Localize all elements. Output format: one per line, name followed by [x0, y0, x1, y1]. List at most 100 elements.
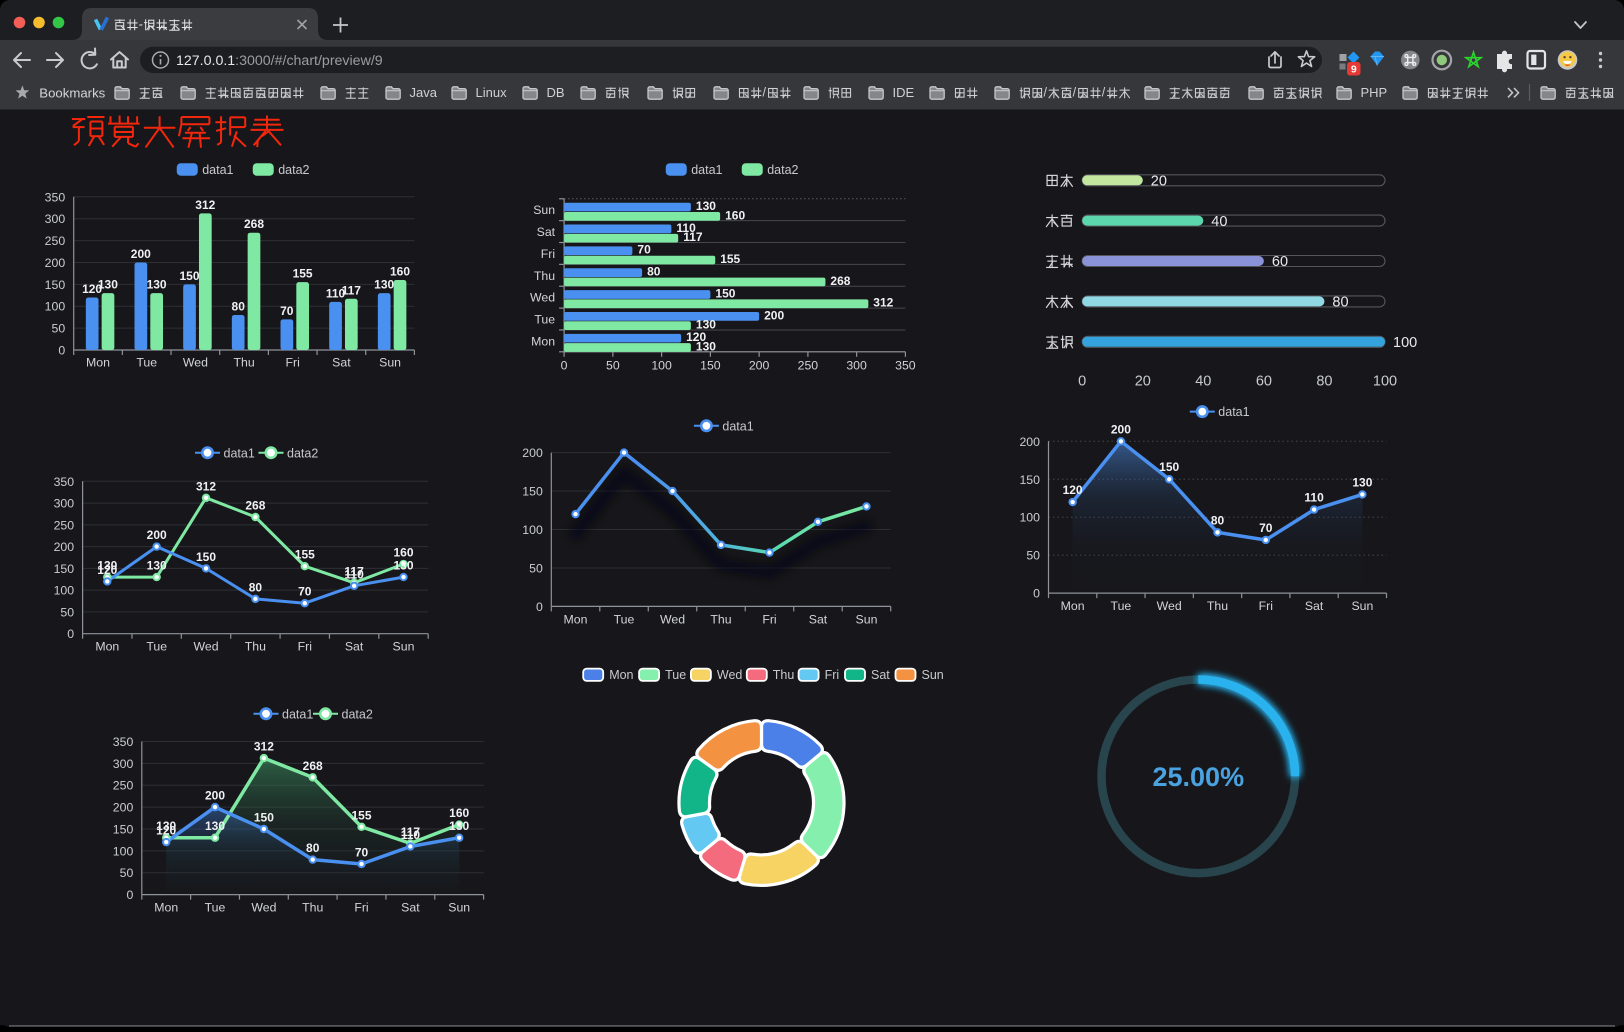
svg-text:data2: data2	[342, 707, 373, 721]
svg-text:70: 70	[298, 585, 312, 599]
svg-text:/: /	[1044, 86, 1048, 100]
svg-text:data1: data1	[691, 163, 722, 177]
svg-text:Tue: Tue	[1111, 599, 1132, 613]
svg-text:150: 150	[522, 485, 543, 499]
svg-text:70: 70	[1259, 521, 1273, 535]
svg-text:/: /	[1073, 86, 1077, 100]
svg-text:20: 20	[1151, 174, 1167, 190]
svg-text:Mon: Mon	[154, 901, 178, 915]
svg-text:Thu: Thu	[710, 612, 731, 626]
svg-text:268: 268	[244, 217, 264, 231]
svg-text:100: 100	[113, 844, 134, 858]
svg-text:155: 155	[295, 548, 315, 562]
svg-text:250: 250	[798, 358, 819, 372]
svg-text:Wed: Wed	[251, 901, 276, 915]
svg-text:200: 200	[522, 446, 543, 460]
svg-text:130: 130	[147, 559, 167, 573]
svg-text:Sat: Sat	[401, 901, 420, 915]
svg-text:0: 0	[58, 344, 65, 358]
svg-text:150: 150	[45, 278, 66, 292]
svg-text:120: 120	[82, 282, 102, 296]
svg-text:250: 250	[45, 234, 66, 248]
svg-text:70: 70	[280, 304, 294, 318]
svg-text:155: 155	[351, 808, 371, 822]
svg-text:350: 350	[895, 358, 916, 372]
svg-text:20: 20	[1135, 373, 1151, 389]
svg-text:data2: data2	[767, 163, 798, 177]
svg-text:Wed: Wed	[530, 291, 555, 305]
svg-text:Sat: Sat	[537, 225, 556, 239]
svg-text:80: 80	[249, 580, 263, 594]
svg-text:Tue: Tue	[205, 901, 226, 915]
svg-text:130: 130	[374, 278, 394, 292]
svg-text:data1: data1	[722, 419, 753, 433]
svg-text:200: 200	[131, 247, 151, 261]
svg-text:Sun: Sun	[393, 640, 415, 654]
svg-text:50: 50	[52, 322, 66, 336]
svg-text:25.00%: 25.00%	[1153, 762, 1245, 792]
svg-text:40: 40	[1195, 373, 1211, 389]
svg-text:110: 110	[344, 567, 364, 581]
svg-text:130: 130	[696, 199, 716, 213]
svg-text:Mon: Mon	[1061, 599, 1085, 613]
svg-text:110: 110	[401, 828, 421, 842]
svg-text:Tue: Tue	[136, 356, 157, 370]
svg-text:/: /	[1102, 86, 1106, 100]
svg-text:Mon: Mon	[95, 640, 119, 654]
svg-text:0: 0	[67, 627, 74, 641]
svg-text:Thu: Thu	[1207, 599, 1228, 613]
svg-text:Wed: Wed	[193, 640, 218, 654]
svg-text:50: 50	[1026, 549, 1040, 563]
svg-text:200: 200	[1111, 422, 1131, 436]
svg-text:130: 130	[205, 819, 225, 833]
svg-text:127.0.0.1:3000/#/chart/preview: 127.0.0.1:3000/#/chart/preview/9	[176, 53, 383, 69]
svg-text:Mon: Mon	[564, 612, 588, 626]
svg-text:200: 200	[764, 308, 784, 322]
svg-text:Sun: Sun	[1351, 599, 1373, 613]
svg-text:Fri: Fri	[825, 668, 840, 682]
svg-text:268: 268	[830, 274, 850, 288]
svg-text:100: 100	[651, 358, 672, 372]
svg-text:60: 60	[1272, 254, 1288, 270]
svg-text:Wed: Wed	[1157, 599, 1182, 613]
svg-text:155: 155	[293, 267, 313, 281]
svg-text:Fri: Fri	[354, 901, 368, 915]
svg-text:312: 312	[873, 296, 893, 310]
svg-text:data2: data2	[287, 446, 318, 460]
svg-text:Sat: Sat	[1305, 599, 1324, 613]
svg-text:130: 130	[1352, 475, 1372, 489]
svg-text:130: 130	[696, 318, 716, 332]
svg-text:data1: data1	[202, 163, 233, 177]
svg-text:120: 120	[686, 330, 706, 344]
svg-text:117: 117	[344, 564, 364, 578]
svg-text:80: 80	[1211, 513, 1225, 527]
svg-text:0: 0	[1033, 587, 1040, 601]
svg-text:100: 100	[1373, 373, 1397, 389]
svg-text:200: 200	[749, 358, 770, 372]
svg-text:Sun: Sun	[922, 668, 944, 682]
svg-text:0: 0	[126, 888, 133, 902]
svg-text:120: 120	[97, 563, 117, 577]
svg-text:Thu: Thu	[233, 356, 254, 370]
svg-text:120: 120	[156, 824, 176, 838]
svg-text:100: 100	[1019, 511, 1040, 525]
svg-text:130: 130	[393, 559, 413, 573]
svg-text:200: 200	[147, 528, 167, 542]
svg-text:data1: data1	[1218, 405, 1249, 419]
svg-text:data1: data1	[224, 446, 255, 460]
svg-text:350: 350	[45, 190, 66, 204]
svg-text:Mon: Mon	[531, 334, 555, 348]
svg-text:Fri: Fri	[541, 247, 555, 261]
svg-text:250: 250	[54, 518, 75, 532]
svg-text:117: 117	[342, 283, 362, 297]
svg-text:Thu: Thu	[773, 668, 795, 682]
svg-text:130: 130	[97, 559, 117, 573]
svg-text:Mon: Mon	[86, 356, 110, 370]
svg-text:Wed: Wed	[183, 356, 208, 370]
svg-text:150: 150	[700, 358, 721, 372]
svg-text:150: 150	[1019, 473, 1040, 487]
svg-text:80: 80	[232, 300, 246, 314]
svg-text:268: 268	[245, 499, 265, 513]
svg-text:80: 80	[647, 265, 661, 279]
svg-text:150: 150	[54, 562, 75, 576]
